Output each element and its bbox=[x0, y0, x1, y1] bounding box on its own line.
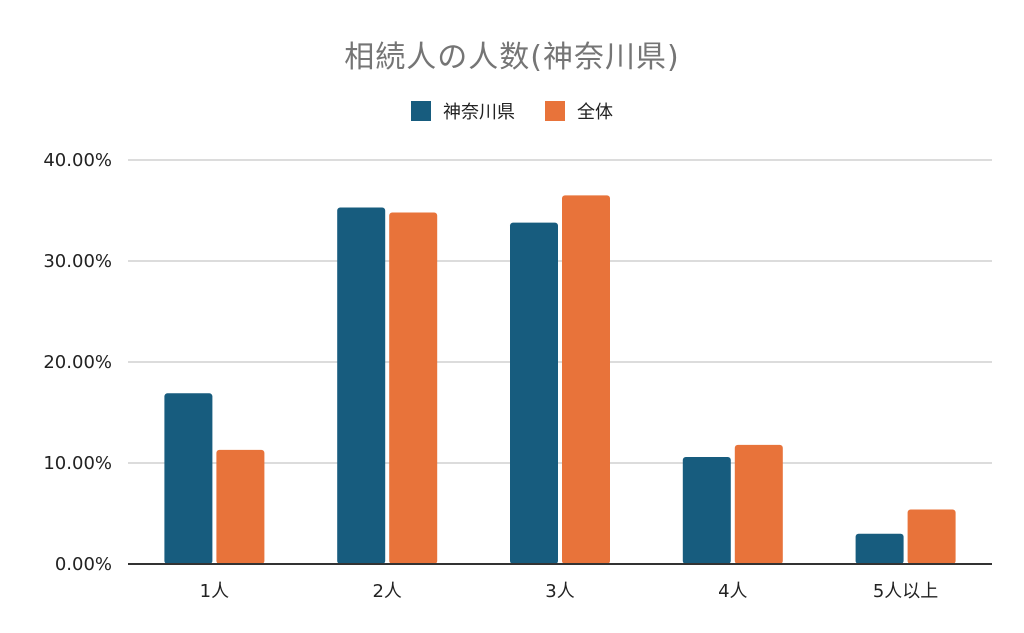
legend-item-kanagawa: 神奈川県 bbox=[411, 98, 515, 124]
legend-swatch-overall bbox=[545, 101, 565, 121]
y-tick-label: 0.00% bbox=[55, 554, 112, 575]
x-tick-label: 4人 bbox=[718, 581, 747, 602]
legend-label-overall: 全体 bbox=[577, 102, 613, 123]
chart-title: 相続人の人数(神奈川県) bbox=[344, 40, 680, 75]
legend-item-overall: 全体 bbox=[545, 98, 613, 124]
y-tick-label: 10.00% bbox=[43, 453, 112, 474]
x-tick-label: 3人 bbox=[545, 581, 574, 602]
bar-overall bbox=[562, 195, 610, 564]
bar-kanagawa bbox=[337, 207, 386, 564]
x-tick-label: 5人以上 bbox=[873, 581, 938, 602]
legend-label-kanagawa: 神奈川県 bbox=[443, 102, 515, 123]
x-tick-label: 1人 bbox=[200, 581, 229, 602]
bar-kanagawa bbox=[855, 533, 904, 564]
y-tick-label: 30.00% bbox=[43, 251, 112, 272]
y-tick-label: 20.00% bbox=[43, 352, 112, 373]
bar-kanagawa bbox=[682, 456, 731, 564]
y-tick-label: 40.00% bbox=[43, 150, 112, 171]
legend: 神奈川県 全体 bbox=[0, 98, 1024, 124]
bar-kanagawa bbox=[510, 222, 558, 564]
x-tick-label: 2人 bbox=[372, 581, 401, 602]
bar-overall bbox=[216, 449, 265, 564]
legend-swatch-kanagawa bbox=[411, 101, 431, 121]
bar-overall bbox=[907, 509, 956, 564]
bar-overall bbox=[734, 444, 783, 564]
bar-kanagawa bbox=[164, 393, 213, 564]
bar-overall bbox=[389, 212, 438, 564]
